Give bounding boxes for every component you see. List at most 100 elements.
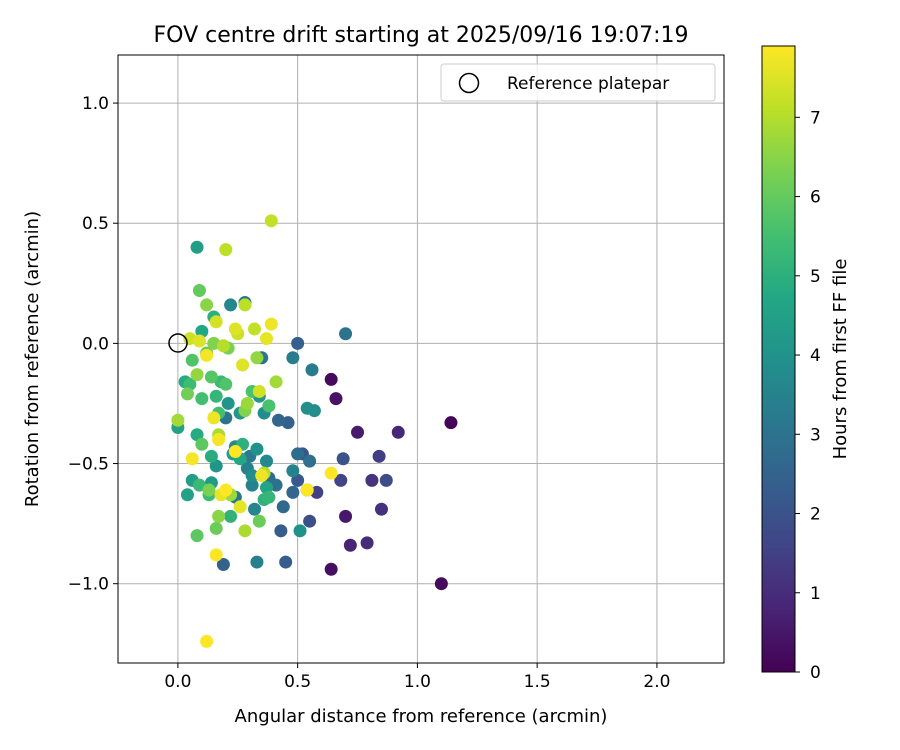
colorbar-label: Hours from first FF file <box>830 259 851 460</box>
scatter-point <box>209 459 223 473</box>
scatter-point <box>291 336 305 350</box>
scatter-point <box>300 483 314 497</box>
scatter-point <box>255 469 269 483</box>
scatter-point <box>185 353 199 367</box>
colorbar-ticks: 0 1 2 3 4 5 6 7 <box>795 108 821 683</box>
x-axis-label: Angular distance from reference (arcmin) <box>235 706 608 727</box>
scatter-point <box>190 240 204 254</box>
scatter-point <box>216 339 230 353</box>
scatter-point <box>262 490 276 504</box>
x-tick-label: 1.5 <box>524 672 551 692</box>
x-tick-label: 2.0 <box>643 672 670 692</box>
scatter-point <box>324 466 338 480</box>
scatter-point <box>219 483 233 497</box>
scatter-point <box>279 555 293 569</box>
colorbar-tick-label: 2 <box>810 505 821 525</box>
scatter-point <box>264 317 278 331</box>
data-points <box>171 214 458 648</box>
scatter-point <box>286 485 300 499</box>
x-tick-label: 1.0 <box>404 672 431 692</box>
scatter-point <box>291 473 305 487</box>
scatter-point <box>221 396 235 410</box>
scatter-point <box>192 284 206 298</box>
y-axis-label: Rotation from reference (arcmin) <box>22 211 43 507</box>
y-tick-label: 0.5 <box>82 214 109 234</box>
scatter-point <box>190 529 204 543</box>
legend: Reference platepar <box>440 63 716 102</box>
scatter-point <box>224 298 238 312</box>
scatter-point <box>212 433 226 447</box>
scatter-point <box>274 524 288 538</box>
scatter-point <box>248 502 262 516</box>
scatter-point <box>171 413 185 427</box>
colorbar-tick-label: 0 <box>810 663 821 683</box>
scatter-point <box>228 445 242 459</box>
scatter-point <box>180 387 194 401</box>
scatter-point <box>209 315 223 329</box>
colorbar-tick-label: 7 <box>810 108 821 128</box>
scatter-point <box>245 469 259 483</box>
scatter-point <box>219 243 233 257</box>
x-axis-ticks: 0.0 0.5 1.0 1.5 2.0 <box>164 663 670 692</box>
scatter-point <box>216 557 230 571</box>
colorbar-tick-label: 1 <box>810 584 821 604</box>
y-tick-label: −0.5 <box>68 455 109 475</box>
scatter-point <box>260 454 274 468</box>
scatter-point <box>336 452 350 466</box>
scatter-point <box>204 370 218 384</box>
scatter-point <box>212 509 226 523</box>
grid-lines <box>118 55 724 663</box>
scatter-point <box>185 452 199 466</box>
colorbar-tick-label: 5 <box>810 267 821 287</box>
scatter-point <box>343 538 357 552</box>
scatter-point <box>209 548 223 562</box>
scatter-point <box>195 437 209 451</box>
scatter-point <box>291 447 305 461</box>
x-tick-label: 0.5 <box>284 672 311 692</box>
scatter-point <box>293 524 307 538</box>
scatter-point <box>271 413 285 427</box>
scatter-point <box>305 363 319 377</box>
scatter-point <box>360 536 374 550</box>
legend-label: Reference platepar <box>507 74 669 94</box>
scatter-point <box>303 514 317 528</box>
scatter-point <box>190 368 204 382</box>
scatter-point <box>374 502 388 516</box>
scatter-point <box>228 322 242 336</box>
scatter-point <box>351 425 365 439</box>
scatter-point <box>434 577 448 591</box>
scatter-point <box>240 396 254 410</box>
scatter-point <box>276 500 290 514</box>
scatter-point <box>200 298 214 312</box>
scatter-point <box>444 416 458 430</box>
scatter-point <box>339 509 353 523</box>
scatter-point <box>224 509 238 523</box>
scatter-point <box>250 351 264 365</box>
colorbar-tick-label: 6 <box>810 188 821 208</box>
scatter-point <box>260 332 274 346</box>
colorbar-tick-label: 3 <box>810 425 821 445</box>
scatter-point <box>219 377 233 391</box>
scatter-point <box>200 348 214 362</box>
scatter-point <box>252 384 266 398</box>
x-tick-label: 0.0 <box>164 672 191 692</box>
scatter-point <box>236 358 250 372</box>
scatter-point <box>286 351 300 365</box>
scatter-point <box>307 404 321 418</box>
chart-title: FOV centre drift starting at 2025/09/16 … <box>154 23 689 48</box>
scatter-point <box>248 322 262 336</box>
scatter-point <box>303 454 317 468</box>
plot-frame <box>117 54 725 664</box>
scatter-point <box>250 442 264 456</box>
scatter-point <box>195 392 209 406</box>
colorbar <box>761 45 796 673</box>
reference-platepar-marker <box>168 333 188 353</box>
scatter-point <box>339 327 353 341</box>
scatter-point <box>264 214 278 228</box>
scatter-point <box>269 375 283 389</box>
scatter-point <box>180 488 194 502</box>
scatter-point <box>252 514 266 528</box>
y-tick-label: 1.0 <box>82 94 109 114</box>
scatter-point <box>202 483 216 497</box>
scatter-point <box>200 634 214 648</box>
